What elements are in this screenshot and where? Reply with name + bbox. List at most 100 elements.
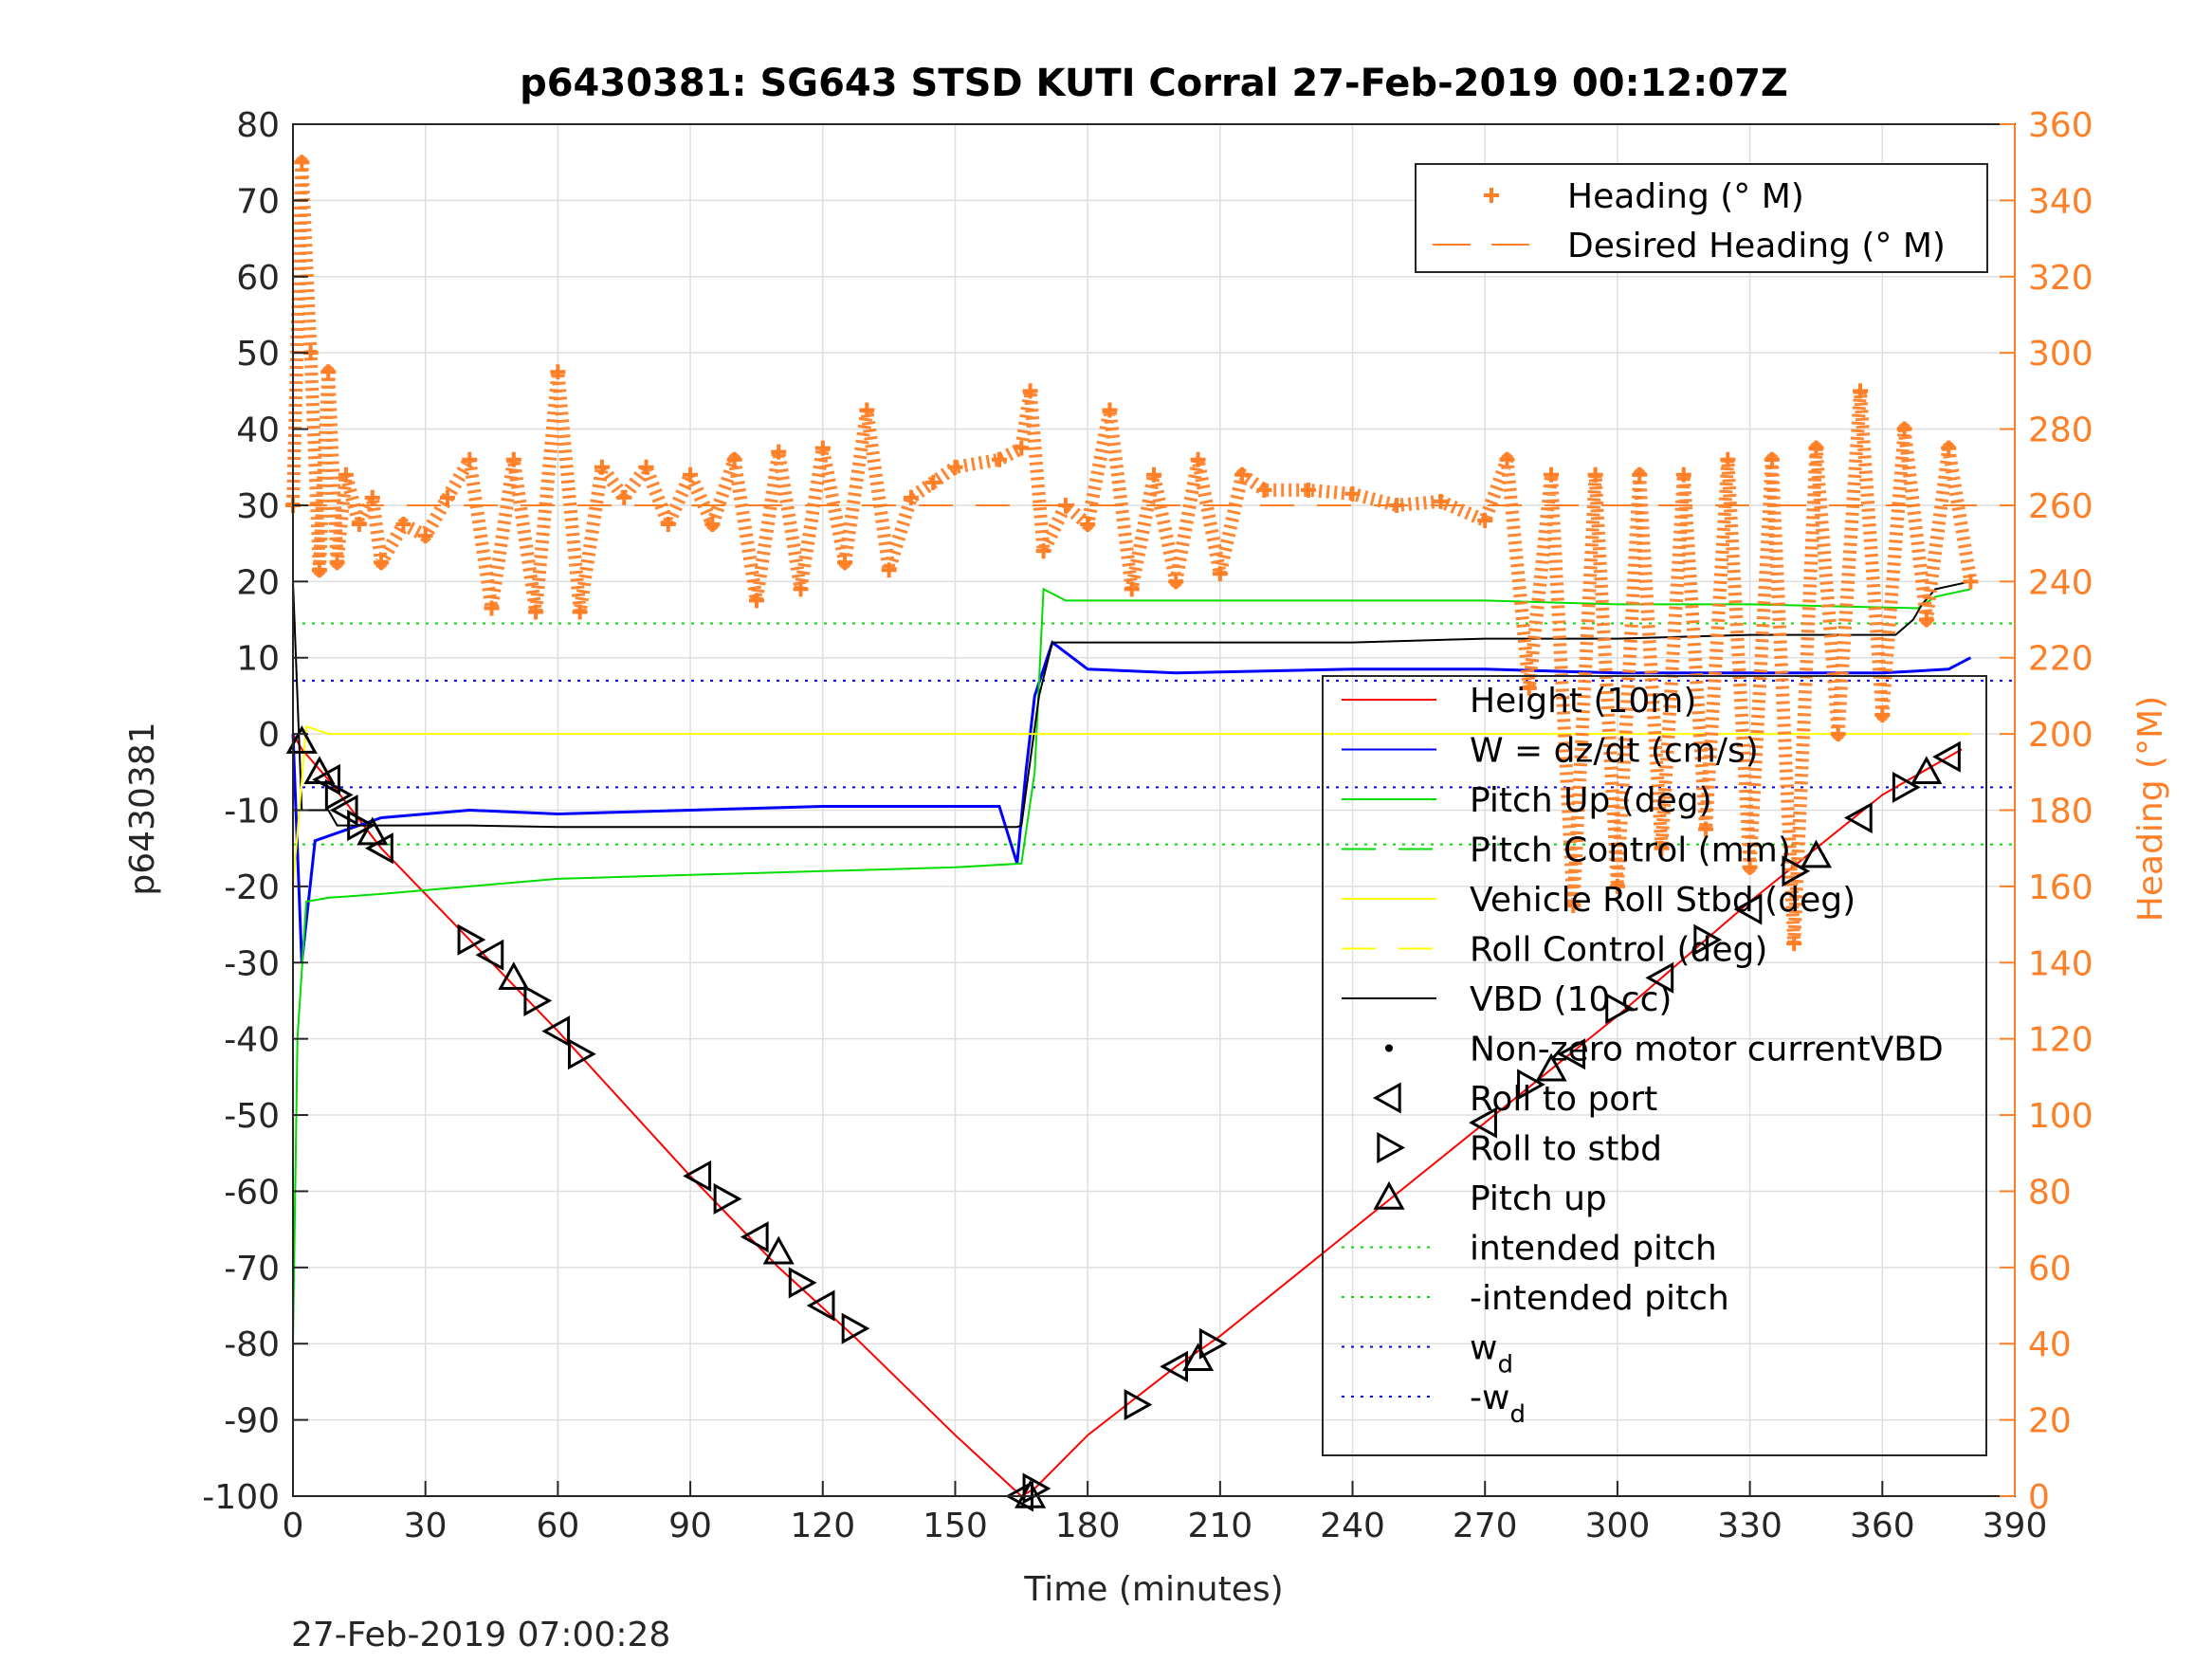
legend-label: Vehicle Roll Stbd (deg) (1470, 881, 1856, 920)
marker-pitch-up (1535, 1052, 1567, 1082)
heading-point (1698, 821, 1714, 837)
heading-point (1918, 612, 1934, 628)
marker-roll-to-port (806, 1289, 835, 1322)
heading-point (992, 451, 1008, 467)
marker-roll-to-port (541, 1015, 571, 1048)
y2-tick-label: 40 (2028, 1325, 2072, 1364)
heading-point (881, 562, 897, 578)
y-tick-label: -100 (202, 1478, 280, 1517)
heading-point (417, 528, 433, 544)
heading-point (395, 517, 411, 533)
heading-point (338, 466, 354, 483)
marker-roll-to-port (740, 1221, 769, 1253)
heading-point (837, 555, 853, 571)
marker-roll-to-stbd (1517, 1069, 1545, 1101)
marker-roll-to-stbd (567, 1038, 596, 1070)
heading-point (1300, 482, 1316, 498)
heading-point (329, 555, 345, 571)
y-tick-label: 80 (236, 106, 280, 145)
heading-point (1190, 451, 1206, 467)
x-tick-label: 0 (283, 1507, 304, 1545)
x-axis-label: Time (minutes) (1023, 1570, 1283, 1609)
x-tick-label: 390 (1983, 1507, 2048, 1545)
y2-tick-label: 260 (2028, 487, 2093, 526)
x-tick-label: 300 (1585, 1507, 1651, 1545)
heading-point (1022, 383, 1038, 399)
heading-point (1499, 451, 1515, 467)
heading-point (771, 444, 787, 460)
y-tick-label: -80 (224, 1325, 280, 1364)
heading-legend-label: Heading (° M) (1567, 177, 1804, 216)
heading-point (351, 517, 367, 533)
marker-pitch-up (356, 816, 389, 846)
heading-point (1014, 440, 1030, 456)
heading-point (1565, 897, 1581, 913)
legend-label: VBD (10 cc) (1470, 980, 1672, 1019)
y-tick-label: -90 (224, 1402, 280, 1441)
heading-point (572, 604, 588, 620)
heading-point (1764, 451, 1780, 467)
x-tick-label: 150 (923, 1507, 988, 1545)
series-vehicle (292, 724, 1971, 886)
heading-point (1853, 383, 1869, 399)
y-tick-label: 70 (236, 182, 280, 221)
marker-pitch-up (1015, 1479, 1047, 1508)
heading-point (683, 466, 699, 483)
marker-pitch-up (498, 961, 530, 991)
marker-roll-to-stbd (1892, 771, 1921, 803)
heading-point (1124, 581, 1140, 597)
heading-point (484, 600, 500, 616)
y-tick-label: 20 (236, 563, 280, 602)
legend-label: Pitch Up (deg) (1470, 781, 1712, 820)
heading-point (439, 489, 455, 505)
heading-point (1234, 466, 1251, 483)
heading-point (364, 489, 380, 505)
y2-tick-label: 60 (2028, 1250, 2072, 1288)
y-tick-label: 10 (236, 640, 280, 679)
legend-label: Pitch up (1470, 1179, 1607, 1218)
heading-point (903, 489, 919, 505)
heading-point (793, 581, 809, 597)
heading-point (1212, 566, 1228, 582)
y2-tick-label: 160 (2028, 868, 2093, 907)
heading-point (1146, 466, 1161, 483)
y-tick-label: -10 (224, 793, 280, 832)
y2-tick-label: 340 (2028, 182, 2093, 221)
marker-roll-to-stbd (1198, 1327, 1228, 1360)
marker-roll-to-port (1645, 961, 1674, 994)
legend-label: -intended pitch (1470, 1279, 1729, 1318)
marker-roll-to-stbd (1124, 1388, 1153, 1421)
marker-roll-to-stbd (841, 1312, 870, 1344)
plot-layer: 0 30 60 90 120 150 180 210 240 270 300 330 360 390-10… (202, 106, 2093, 1545)
heading-point (726, 451, 742, 467)
y-tick-label: 60 (236, 259, 280, 298)
heading-point (1941, 440, 1957, 456)
heading-point (528, 604, 544, 620)
series-pitch (292, 587, 1971, 1344)
marker-pitch-up (762, 1235, 795, 1265)
y-tick-label: -70 (224, 1250, 280, 1288)
marker-roll-to-port (365, 832, 393, 865)
heading-legend-label: Desired Heading (° M) (1567, 227, 1946, 265)
heading-point (925, 474, 941, 490)
heading-point (1168, 574, 1184, 590)
heading-point (947, 459, 963, 475)
marker-pitch-up (285, 725, 318, 754)
y2-tick-label: 300 (2028, 335, 2093, 374)
heading-legend-box (1415, 163, 1988, 273)
heading-point (374, 555, 390, 571)
heading-point (311, 562, 327, 578)
marker-roll-to-port (329, 794, 358, 827)
heading-point (1874, 707, 1891, 723)
y-tick-label: -20 (224, 868, 280, 907)
y2-tick-label: 320 (2028, 259, 2093, 298)
y2-axis-label: Heading (°M) (2131, 696, 2170, 922)
y-tick-label: 50 (236, 335, 280, 374)
series-vbd (292, 580, 1971, 829)
marker-pitch-up (1800, 839, 1833, 868)
legend-swatch (1385, 1044, 1393, 1052)
marker-roll-to-port (683, 1160, 712, 1192)
y2-tick-label: 180 (2028, 793, 2093, 832)
marker-roll-to-port (475, 939, 504, 971)
marker-roll-to-stbd (713, 1182, 742, 1215)
